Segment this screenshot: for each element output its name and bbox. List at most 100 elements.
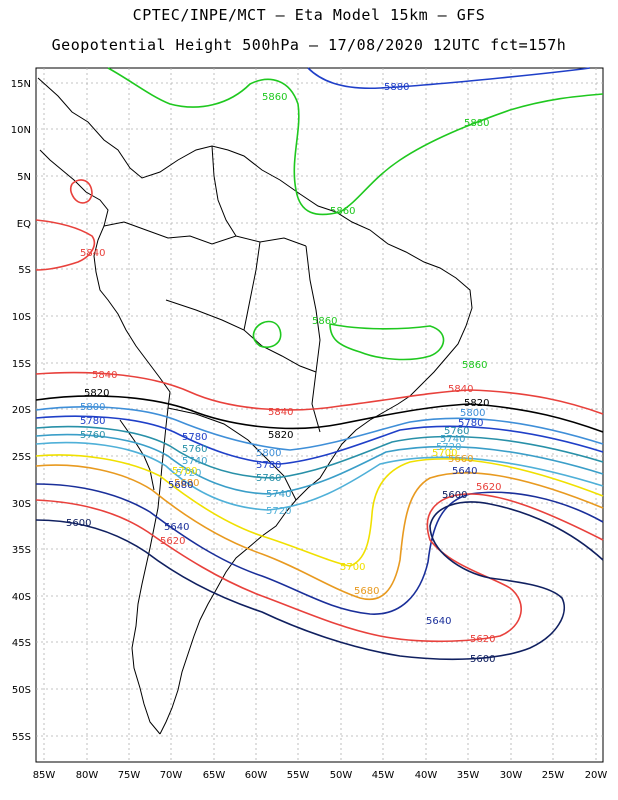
contour-line: [35, 493, 604, 643]
contour-line: [35, 464, 604, 601]
lon-label: 80W: [76, 770, 99, 781]
lat-label: 45S: [12, 638, 31, 649]
lon-label: 75W: [118, 770, 141, 781]
contour-line: [252, 320, 282, 348]
lat-label: 50S: [12, 685, 31, 696]
contour-label: 5640: [164, 522, 189, 533]
contour-label: 5640: [452, 466, 477, 477]
contour-line: [35, 219, 96, 271]
map-subtitle: Geopotential Height 500hPa – 17/08/2020 …: [51, 36, 567, 54]
lat-label: 15S: [12, 359, 31, 370]
lat-label: 10N: [11, 125, 31, 136]
contour-label: 5880: [384, 82, 409, 93]
lat-label: EQ: [17, 219, 31, 230]
lon-label: 85W: [33, 770, 56, 781]
coastline-segment: [305, 245, 321, 433]
contour-line: [307, 67, 591, 90]
contour-label: 5840: [80, 248, 105, 259]
lon-label: 55W: [287, 770, 310, 781]
map-frame: [35, 67, 604, 763]
contour-label: 5700: [172, 466, 197, 477]
lat-label: 40S: [12, 592, 31, 603]
lon-label: 25W: [542, 770, 565, 781]
contour-label: 5860: [312, 316, 337, 327]
lon-label: 30W: [500, 770, 523, 781]
contour-label: 5840: [448, 384, 473, 395]
contour-label: 5780: [80, 416, 105, 427]
lat-label: 30S: [12, 499, 31, 510]
contour-label: 5740: [266, 489, 291, 500]
longitude-labels: 85W 80W 75W 70W 65W 60W 55W 50W 45W 40W 35W 30W 25W 2…: [33, 770, 608, 781]
contour-label: 5620: [160, 536, 185, 547]
lat-label: 20S: [12, 405, 31, 416]
contour-label: 5860: [330, 206, 355, 217]
contour-label: 5700: [340, 562, 365, 573]
lon-label: 35W: [457, 770, 480, 781]
contour-label: 5680: [354, 586, 379, 597]
lon-label: 40W: [415, 770, 438, 781]
coastline-segment: [39, 149, 171, 735]
contour-label: 5600: [442, 490, 467, 501]
lat-label: 55S: [12, 732, 31, 743]
contour-label: 5840: [92, 370, 117, 381]
contour-label: 5600: [66, 518, 91, 529]
contour-line: [35, 395, 604, 433]
contour-label: 5680: [168, 480, 193, 491]
lat-label: 35S: [12, 545, 31, 556]
lat-label: 10S: [12, 312, 31, 323]
contour-label: 5760: [80, 430, 105, 441]
contour-label: 5740: [440, 434, 465, 445]
lon-label: 45W: [372, 770, 395, 781]
lat-label: 25S: [12, 452, 31, 463]
contour-label: 5660: [448, 454, 473, 465]
contour-label: 5720: [436, 442, 461, 453]
contour-label: 5700: [432, 448, 457, 459]
contour-label: 5780: [256, 460, 281, 471]
contour-label: 5840: [268, 407, 293, 418]
contour-label: 5620: [476, 482, 501, 493]
contour-label: 5860: [462, 360, 487, 371]
contour-label: 5860: [262, 92, 287, 103]
latitude-labels: 15N 10N 5N EQ 5S 10S 15S 20S 25S 30S 35S 40S 45S 50S 5…: [11, 79, 31, 743]
lon-label: 60W: [245, 770, 268, 781]
contour-line: [35, 425, 604, 479]
coastline-segment: [211, 145, 237, 237]
contour-line: [35, 415, 604, 465]
lon-label: 50W: [330, 770, 353, 781]
lat-label: 5N: [17, 172, 31, 183]
contour-label: 5600: [470, 654, 495, 665]
map-title: CPTEC/INPE/MCT – Eta Model 15km – GFS: [132, 6, 486, 24]
contour-line: [35, 441, 604, 511]
lon-label: 65W: [203, 770, 226, 781]
graticule: [36, 68, 603, 762]
contour-label: 5720: [266, 506, 291, 517]
contour-line: [329, 323, 445, 361]
contour-line: [35, 501, 604, 661]
contour-labels: 5880 5860 5880 5860 5840 5860 5860 5840 5840 5820…: [66, 82, 501, 665]
contour-label: 5880: [464, 118, 489, 129]
contour-label: 5820: [464, 398, 489, 409]
contour-label: 5800: [256, 448, 281, 459]
contour-label: 5760: [444, 426, 469, 437]
lon-label: 70W: [160, 770, 183, 781]
contour-line: [35, 433, 604, 495]
geopotential-contours: [35, 67, 604, 661]
contour-label: 5820: [268, 430, 293, 441]
contour-line: [35, 406, 604, 451]
contour-label: 5800: [460, 408, 485, 419]
contour-label: 5780: [182, 432, 207, 443]
contour-line: [35, 371, 604, 415]
contour-label: 5760: [256, 473, 281, 484]
coastline-segment: [119, 419, 155, 491]
contour-line: [69, 179, 93, 204]
lat-label: 5S: [18, 265, 31, 276]
contour-label: 5720: [176, 468, 201, 479]
contour-line: [35, 454, 604, 567]
contour-label: 5820: [84, 388, 109, 399]
coastline-segment: [243, 241, 261, 331]
contour-label: 5800: [80, 402, 105, 413]
contour-line: [107, 67, 604, 216]
contour-label: 5780: [458, 418, 483, 429]
contour-label: 5680: [174, 478, 199, 489]
